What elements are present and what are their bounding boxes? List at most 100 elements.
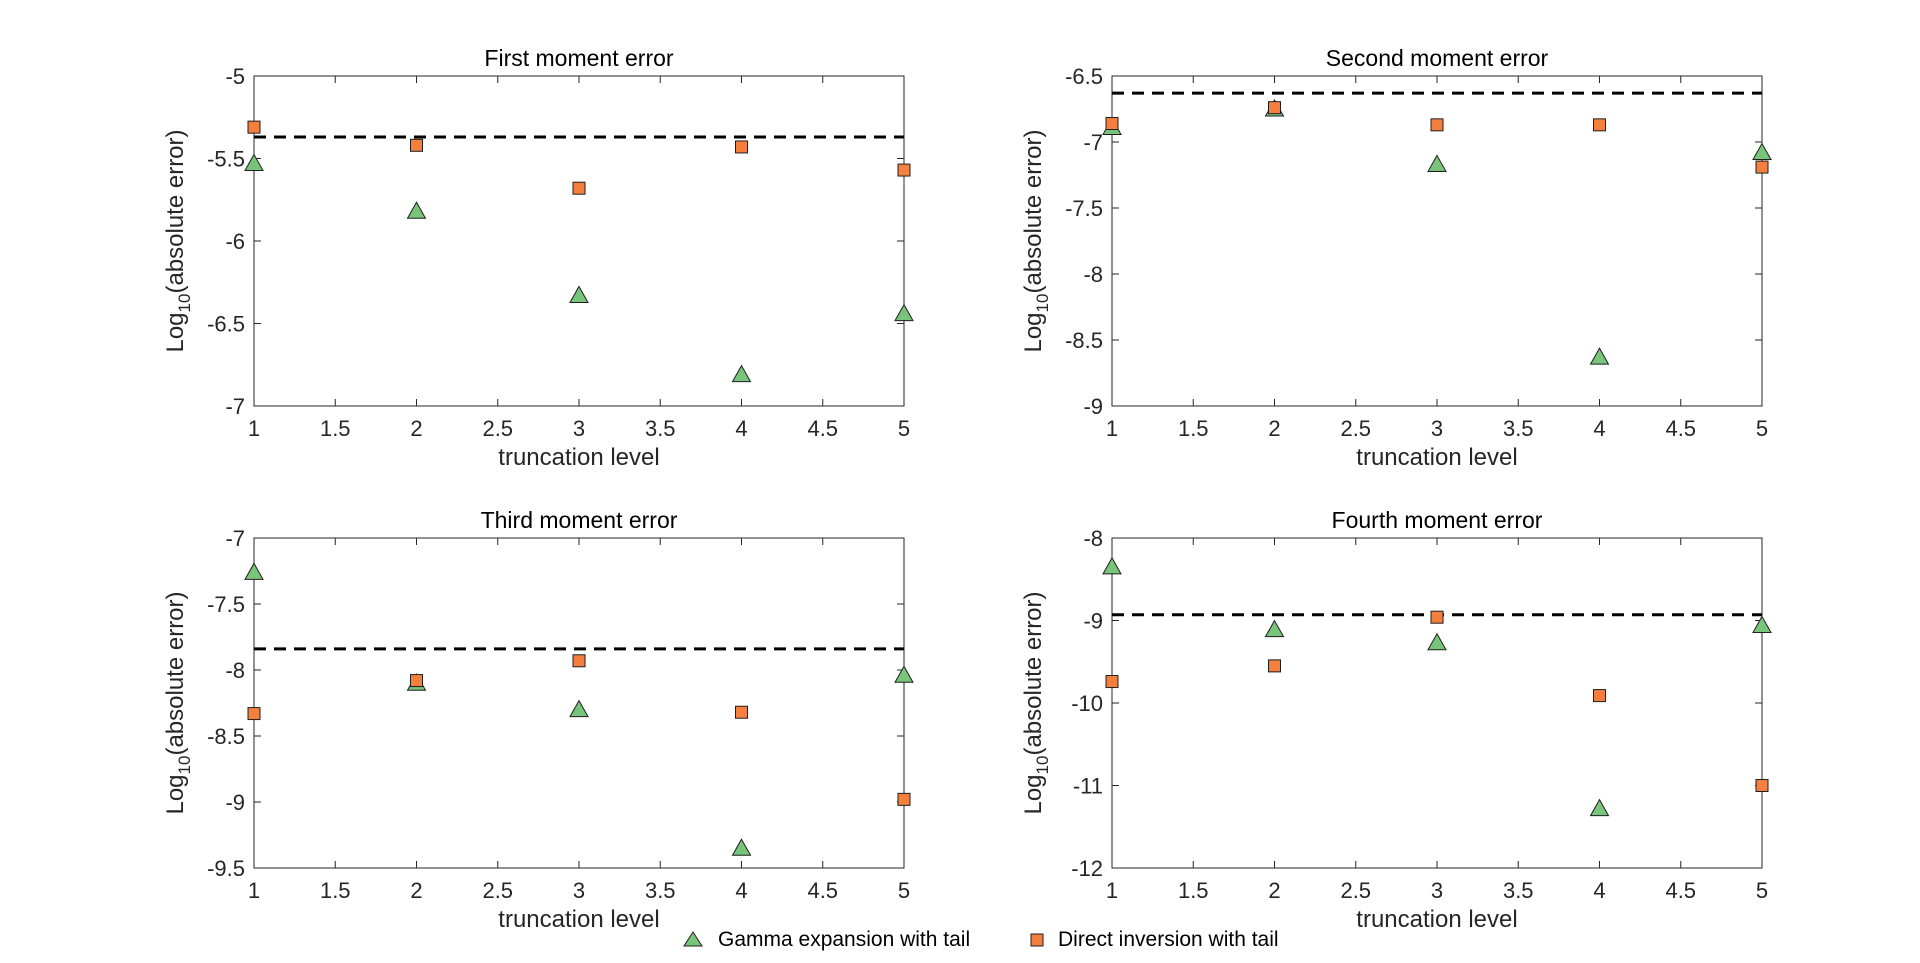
y-tick-label: -9 xyxy=(1083,394,1103,419)
gamma-marker xyxy=(894,303,914,322)
y-tick-label: -8.5 xyxy=(207,724,245,749)
gamma-marker xyxy=(1752,615,1772,633)
x-tick-label: 3 xyxy=(1431,878,1443,903)
y-tick-label: -7 xyxy=(225,394,245,419)
x-tick-label: 1 xyxy=(1106,416,1118,441)
x-tick-label: 5 xyxy=(898,416,910,441)
gamma-marker xyxy=(244,562,264,580)
x-tick-label: 4 xyxy=(735,416,747,441)
chart-title: Second moment error xyxy=(1326,45,1549,71)
legend-label-direct: Direct inversion with tail xyxy=(1058,928,1279,951)
gamma-marker xyxy=(1589,798,1610,817)
x-axis-label: truncation level xyxy=(1356,444,1517,471)
x-tick-label: 1.5 xyxy=(320,878,351,903)
x-axis-label: truncation level xyxy=(498,444,659,471)
y-tick-label: -7 xyxy=(225,526,245,551)
y-tick-label: -10 xyxy=(1071,691,1103,716)
y-axis-label-subscript: 10 xyxy=(175,294,194,313)
legend: Gamma expansion with tail Direct inversi… xyxy=(683,928,1279,951)
direct-marker xyxy=(247,120,261,134)
gamma-marker xyxy=(894,665,914,683)
legend-marker-gamma xyxy=(683,931,703,947)
y-axis-label: Log10(absolute error) xyxy=(1020,129,1052,352)
chart-title: First moment error xyxy=(484,45,673,71)
x-tick-label: 1.5 xyxy=(1178,878,1209,903)
y-tick-label: -12 xyxy=(1071,856,1103,881)
y-tick-label: -7.5 xyxy=(1065,196,1103,221)
gamma-marker xyxy=(406,201,427,219)
y-axis-label-subscript: 10 xyxy=(175,756,194,775)
chart-panel-2: 1 1.5 2 2.5 3 3.5 4 4.5 5 -9 -8.5 -8 -7.5 -7 -6.5 Secon… xyxy=(1020,45,1772,471)
x-tick-label: 4.5 xyxy=(1665,416,1696,441)
direct-marker xyxy=(1268,101,1281,115)
x-tick-label: 4.5 xyxy=(807,878,838,903)
y-axis-label: Log10(absolute error) xyxy=(1020,591,1052,814)
y-tick-label: -8.5 xyxy=(1065,328,1103,353)
direct-marker xyxy=(735,705,748,719)
gamma-marker xyxy=(569,285,589,303)
y-axis-label-subscript: 10 xyxy=(1033,294,1052,313)
direct-marker xyxy=(1755,160,1769,174)
direct-marker xyxy=(247,707,261,721)
y-axis-label-log: Log xyxy=(162,774,189,814)
plot-area xyxy=(1111,537,1763,869)
x-tick-label: 1.5 xyxy=(320,416,351,441)
chart-title: Fourth moment error xyxy=(1332,507,1543,533)
y-tick-label: -5.5 xyxy=(207,147,245,172)
x-tick-label: 4 xyxy=(735,878,747,903)
direct-marker xyxy=(1430,118,1444,132)
direct-marker xyxy=(1755,779,1769,792)
x-tick-label: 5 xyxy=(898,878,910,903)
gamma-marker xyxy=(1264,619,1285,638)
x-tick-label: 4.5 xyxy=(807,416,838,441)
y-axis-label-rest: (absolute error) xyxy=(162,129,189,293)
direct-marker xyxy=(572,654,586,668)
direct-marker xyxy=(1105,117,1119,131)
y-tick-label: -6 xyxy=(225,229,245,254)
chart-panel-4: 1 1.5 2 2.5 3 3.5 4 4.5 5 -12 -11 -10 -9 -8 Fourth mom… xyxy=(1020,507,1772,933)
direct-marker xyxy=(735,140,748,154)
plot-area xyxy=(253,75,905,407)
gamma-marker xyxy=(731,838,752,856)
x-tick-label: 4 xyxy=(1593,878,1605,903)
gamma-marker xyxy=(244,153,264,171)
x-tick-label: 3.5 xyxy=(645,416,676,441)
x-axis-label: truncation level xyxy=(498,906,659,933)
direct-marker xyxy=(410,674,423,688)
y-axis-label-log: Log xyxy=(162,312,189,352)
direct-marker xyxy=(1430,610,1444,624)
x-tick-label: 1 xyxy=(1106,878,1118,903)
x-tick-label: 2.5 xyxy=(1340,416,1371,441)
x-tick-label: 1 xyxy=(248,416,260,441)
y-tick-label: -9.5 xyxy=(207,856,245,881)
y-tick-label: -5 xyxy=(225,64,245,89)
legend-label-gamma: Gamma expansion with tail xyxy=(718,928,970,951)
direct-marker xyxy=(1593,118,1606,132)
chart-panel-3: 1 1.5 2 2.5 3 3.5 4 4.5 5 -9.5 -9 -8.5 -8 -7.5 -7 Third… xyxy=(162,507,914,933)
x-tick-label: 3.5 xyxy=(1503,416,1534,441)
x-tick-label: 2 xyxy=(410,878,422,903)
x-tick-label: 2.5 xyxy=(1340,878,1371,903)
y-tick-label: -7.5 xyxy=(207,592,245,617)
y-axis-label-rest: (absolute error) xyxy=(162,591,189,755)
x-tick-label: 4 xyxy=(1593,416,1605,441)
gamma-marker xyxy=(569,699,589,718)
y-tick-label: -6.5 xyxy=(1065,64,1103,89)
direct-marker xyxy=(897,792,911,806)
direct-marker xyxy=(1105,675,1119,689)
x-tick-label: 2.5 xyxy=(482,416,513,441)
gamma-marker xyxy=(731,364,752,383)
x-tick-label: 2.5 xyxy=(482,878,513,903)
chart-panel-1: 1 1.5 2 2.5 3 3.5 4 4.5 5 -7 -6.5 -6 -5.5 -5 First mom… xyxy=(162,45,914,471)
y-axis-label: Log10(absolute error) xyxy=(162,591,194,814)
y-axis-label-log: Log xyxy=(1020,774,1047,814)
y-axis-label: Log10(absolute error) xyxy=(162,129,194,352)
gamma-marker xyxy=(1752,142,1772,161)
direct-marker xyxy=(410,138,423,152)
chart-title: Third moment error xyxy=(481,507,678,533)
legend-marker-direct xyxy=(1030,933,1044,947)
y-axis-label-rest: (absolute error) xyxy=(1020,129,1047,293)
y-tick-label: -7 xyxy=(1083,130,1103,155)
gamma-marker xyxy=(1427,632,1447,651)
